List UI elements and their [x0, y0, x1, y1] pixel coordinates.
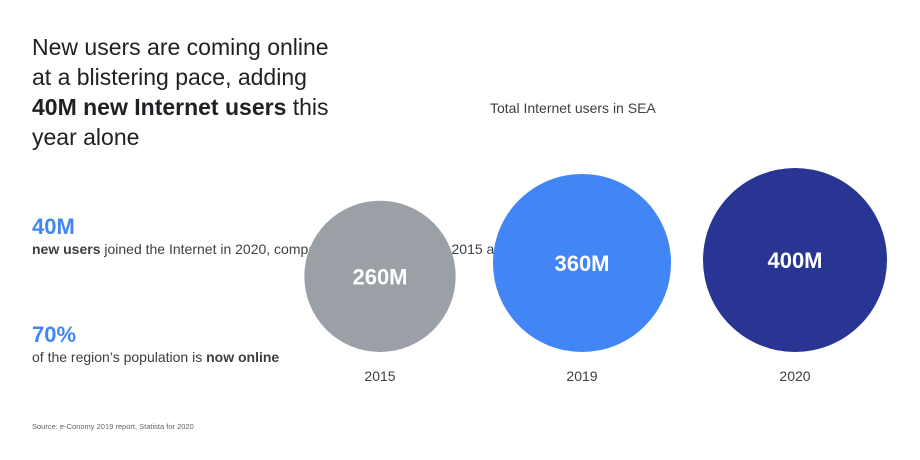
stat-description-bold: now online	[206, 349, 280, 365]
internet-users-bubble-chart: Total Internet users in SEA 260M 2015 360M 2…	[304, 100, 887, 384]
stat-value: 40M	[32, 214, 75, 239]
value-label-2020: 400M	[767, 248, 822, 273]
value-label-2019: 360M	[554, 251, 609, 276]
stat-description-text: of the region’s population is	[32, 349, 207, 365]
stat-value: 70%	[32, 322, 77, 347]
stat-population-online: 70% of the region’s population is now on…	[32, 322, 279, 367]
value-label-2015: 260M	[352, 264, 407, 289]
chart-title: Total Internet users in SEA	[490, 100, 656, 116]
bubble-2019	[492, 173, 672, 352]
year-label-2019: 2019	[566, 368, 597, 384]
year-label-2015: 2015	[364, 368, 395, 384]
bubble-2020	[703, 168, 887, 352]
headline-text-2: this year alone	[32, 94, 329, 150]
bubble-2015	[304, 200, 456, 352]
stat-description-bold: new users	[32, 241, 101, 257]
headline-text-1: New users are coming online at a blister…	[32, 34, 329, 90]
stat-description: of the region’s population is now online	[32, 348, 279, 367]
source-note: Source: e-Conomy 2019 report, Statista f…	[32, 422, 194, 431]
headline: New users are coming online at a blister…	[32, 32, 352, 152]
year-label-2020: 2020	[779, 368, 810, 384]
headline-bold: 40M new Internet users	[32, 94, 287, 120]
